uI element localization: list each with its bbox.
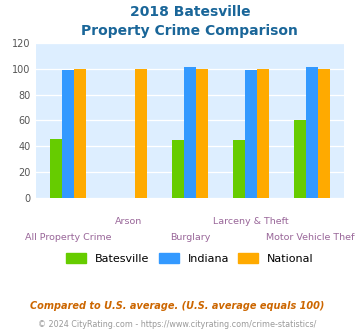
- Text: Compared to U.S. average. (U.S. average equals 100): Compared to U.S. average. (U.S. average …: [30, 301, 325, 311]
- Bar: [135, 69, 147, 198]
- Text: Burglary: Burglary: [170, 233, 210, 242]
- Text: Motor Vehicle Theft: Motor Vehicle Theft: [266, 233, 355, 242]
- Text: Larceny & Theft: Larceny & Theft: [213, 217, 289, 226]
- Bar: [62, 70, 74, 198]
- Text: Arson: Arson: [115, 217, 142, 226]
- Legend: Batesville, Indiana, National: Batesville, Indiana, National: [63, 249, 317, 267]
- Text: All Property Crime: All Property Crime: [24, 233, 111, 242]
- Bar: [50, 139, 62, 198]
- Bar: [196, 69, 208, 198]
- Bar: [184, 67, 196, 198]
- Bar: [257, 69, 269, 198]
- Bar: [245, 70, 257, 198]
- Text: © 2024 CityRating.com - https://www.cityrating.com/crime-statistics/: © 2024 CityRating.com - https://www.city…: [38, 319, 317, 329]
- Bar: [171, 140, 184, 198]
- Bar: [306, 67, 318, 198]
- Bar: [318, 69, 330, 198]
- Bar: [294, 120, 306, 198]
- Bar: [233, 140, 245, 198]
- Title: 2018 Batesville
Property Crime Comparison: 2018 Batesville Property Crime Compariso…: [82, 5, 298, 38]
- Bar: [74, 69, 86, 198]
